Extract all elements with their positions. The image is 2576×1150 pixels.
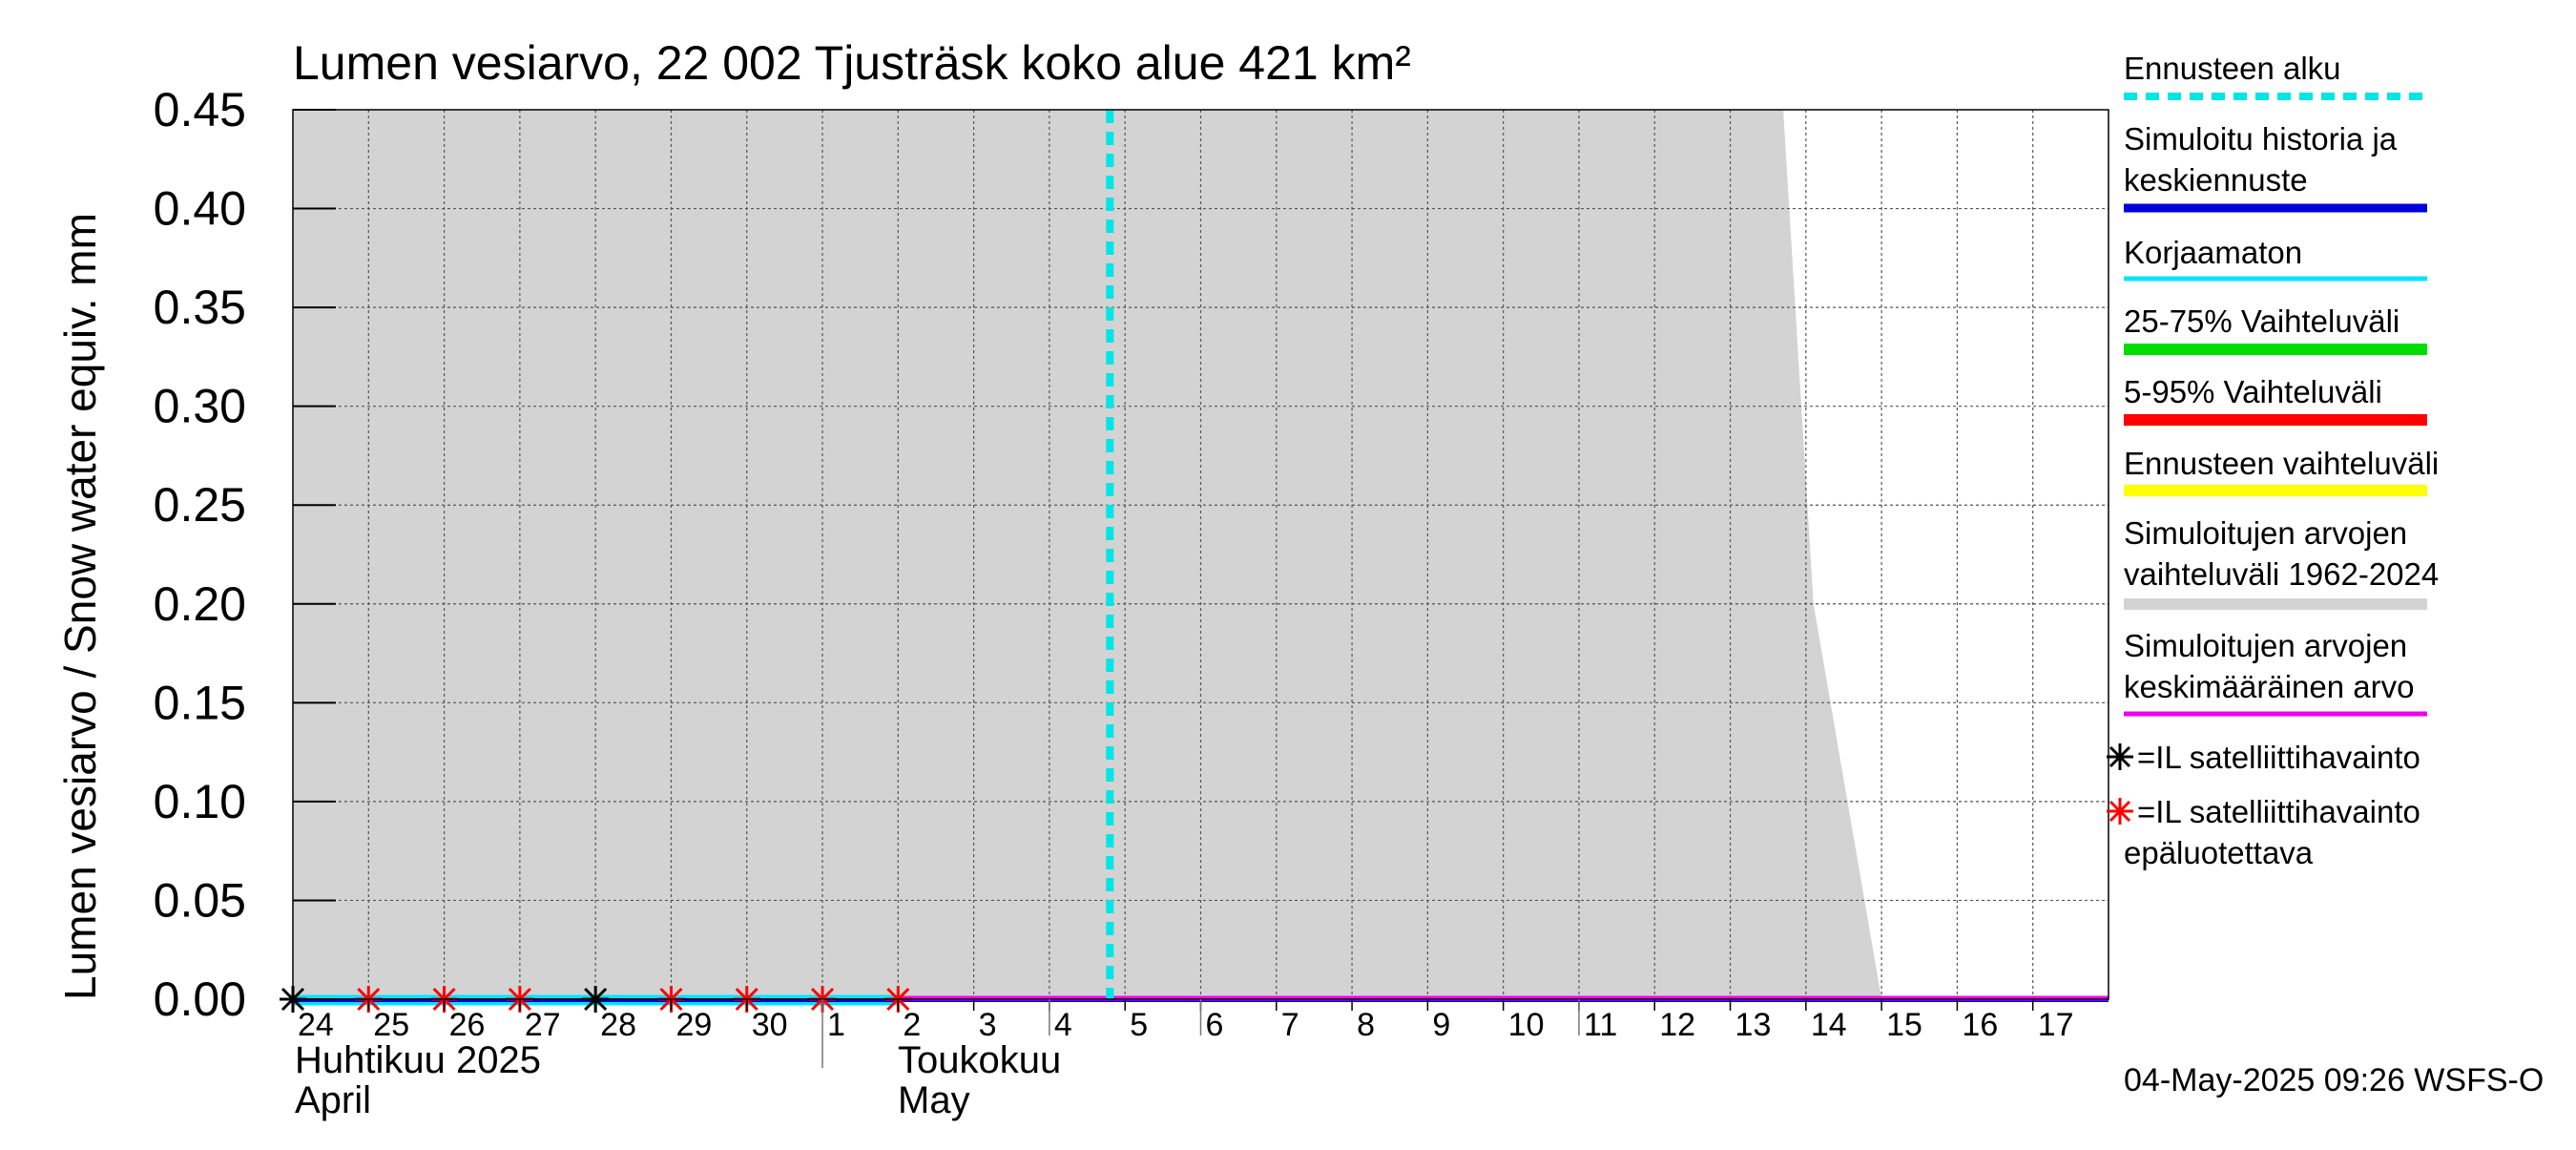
x-tick-label: 30: [752, 1007, 788, 1043]
x-tick-label: 27: [525, 1007, 561, 1043]
x-tick-label: 24: [298, 1007, 334, 1043]
x-tick-label: 25: [373, 1007, 409, 1043]
grid-lines: [293, 110, 2109, 999]
legend-label-mean-line2: keskimääräinen arvo: [2124, 669, 2414, 704]
month-label-may-line2: May: [898, 1079, 970, 1121]
x-tick-label: 13: [1735, 1007, 1772, 1043]
x-tick-label: 16: [1962, 1007, 1998, 1043]
x-tick-label: 4: [1054, 1007, 1072, 1043]
x-tick-label: 12: [1659, 1007, 1695, 1043]
legend-label-range-5-95: 5-95% Vaihteluväli: [2124, 374, 2382, 409]
month-label-may-line1: Toukokuu: [898, 1039, 1061, 1081]
legend-marker-unreliable-icon: [2107, 798, 2133, 825]
x-tick-label: 9: [1432, 1007, 1450, 1043]
legend-label-mean-line1: Simuloitujen arvojen: [2124, 628, 2407, 663]
legend-label-forecast-start: Ennusteen alku: [2124, 51, 2341, 86]
chart-title: Lumen vesiarvo, 22 002 Tjusträsk koko al…: [293, 36, 1411, 90]
legend-marker-reliable-icon: [2107, 743, 2133, 770]
y-tick-label: 0.45: [154, 83, 246, 136]
legend-label-satellite-reliable: =IL satelliittihavainto: [2137, 740, 2420, 775]
x-tick-label: 6: [1206, 1007, 1224, 1043]
month-labels: Huhtikuu 2025 April Toukokuu May: [295, 1039, 1061, 1121]
x-tick-label: 29: [675, 1007, 712, 1043]
x-tick-label: 10: [1508, 1007, 1545, 1043]
month-label-april-line1: Huhtikuu 2025: [295, 1039, 541, 1081]
x-tick-label: 28: [600, 1007, 636, 1043]
x-tick-label: 26: [449, 1007, 486, 1043]
legend-label-historical-range-line2: vaihteluväli 1962-2024: [2124, 556, 2439, 592]
month-label-april-line2: April: [295, 1079, 371, 1121]
y-tick-label: 0.20: [154, 577, 246, 631]
legend-label-satellite-unreliable-line1: =IL satelliittihavainto: [2137, 794, 2420, 829]
x-tick-label: 7: [1281, 1007, 1299, 1043]
y-tick-label: 0.35: [154, 281, 246, 334]
legend-label-satellite-unreliable-line2: epäluotettava: [2124, 835, 2314, 870]
x-tick-label: 11: [1584, 1007, 1617, 1043]
legend-label-historical-range-line1: Simuloitujen arvojen: [2124, 515, 2407, 551]
y-tick-label: 0.40: [154, 182, 246, 236]
x-tick-label: 8: [1357, 1007, 1375, 1043]
legend-label-simulated-line2: keskiennuste: [2124, 162, 2308, 198]
y-tick-label: 0.10: [154, 775, 246, 828]
y-tick-label: 0.15: [154, 676, 246, 729]
y-tick-label: 0.30: [154, 380, 246, 433]
y-tick-label: 0.05: [154, 873, 246, 927]
y-tick-label: 0.00: [154, 972, 246, 1026]
legend-label-forecast-range: Ennusteen vaihteluväli: [2124, 446, 2439, 481]
footer-timestamp: 04-May-2025 09:26 WSFS-O: [2124, 1062, 2544, 1098]
legend-label-range-25-75: 25-75% Vaihteluväli: [2124, 303, 2399, 339]
historical-range-area: [293, 110, 1882, 999]
historical-range-polygon: [293, 110, 1882, 999]
legend-label-uncorrected: Korjaamaton: [2124, 235, 2302, 270]
x-tick-label: 15: [1886, 1007, 1922, 1043]
x-tick-label: 2: [903, 1007, 921, 1043]
x-tick-label: 17: [2038, 1007, 2074, 1043]
y-axis-ticks: 0.00 0.05 0.10 0.15 0.20 0.25 0.30 0.35 0.40 0.45: [154, 83, 336, 1026]
x-axis-ticks: 24 25 26 27 28 29 30 1 2 3 4 5 6 7 8 9 10 11 12 13 14 15 16 17: [292, 999, 2074, 1068]
y-axis-label: Lumen vesiarvo / Snow water equiv. mm: [55, 213, 105, 1000]
x-tick-label: 5: [1130, 1007, 1148, 1043]
x-tick-label: 14: [1811, 1007, 1847, 1043]
x-tick-label: 1: [827, 1007, 845, 1043]
legend-label-simulated-line1: Simuloitu historia ja: [2124, 121, 2398, 157]
legend: Ennusteen alku Simuloitu historia ja kes…: [2107, 51, 2439, 870]
x-tick-label: 3: [979, 1007, 997, 1043]
y-tick-label: 0.25: [154, 478, 246, 532]
